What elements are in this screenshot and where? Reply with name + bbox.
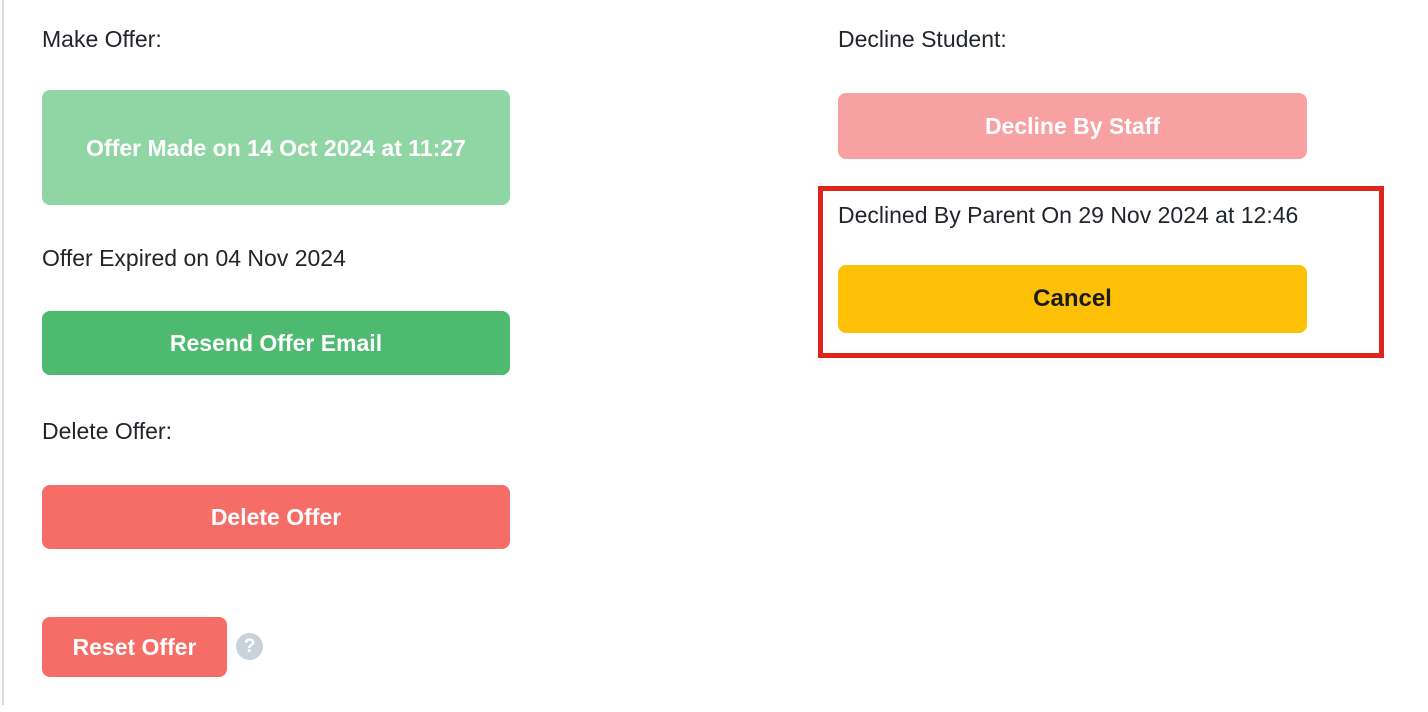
- offer-made-status-button[interactable]: Offer Made on 14 Oct 2024 at 11:27: [42, 90, 510, 205]
- make-offer-label: Make Offer:: [42, 26, 162, 52]
- decline-student-label: Decline Student:: [838, 26, 1007, 52]
- delete-offer-button[interactable]: Delete Offer: [42, 485, 510, 549]
- offer-expired-text: Offer Expired on 04 Nov 2024: [42, 245, 346, 271]
- decline-by-staff-button[interactable]: Decline By Staff: [838, 93, 1307, 159]
- offer-made-status-text: Offer Made on 14 Oct 2024 at 11:27: [86, 134, 466, 161]
- help-question-icon[interactable]: ?: [236, 633, 263, 660]
- panel-left-border: [2, 0, 4, 705]
- resend-offer-email-button[interactable]: Resend Offer Email: [42, 311, 510, 375]
- cancel-decline-button[interactable]: Cancel: [838, 265, 1307, 333]
- reset-offer-button[interactable]: Reset Offer: [42, 617, 227, 677]
- declined-highlight-box: Declined By Parent On 29 Nov 2024 at 12:…: [818, 186, 1384, 358]
- declined-by-parent-text: Declined By Parent On 29 Nov 2024 at 12:…: [838, 202, 1299, 228]
- delete-offer-label: Delete Offer:: [42, 418, 172, 444]
